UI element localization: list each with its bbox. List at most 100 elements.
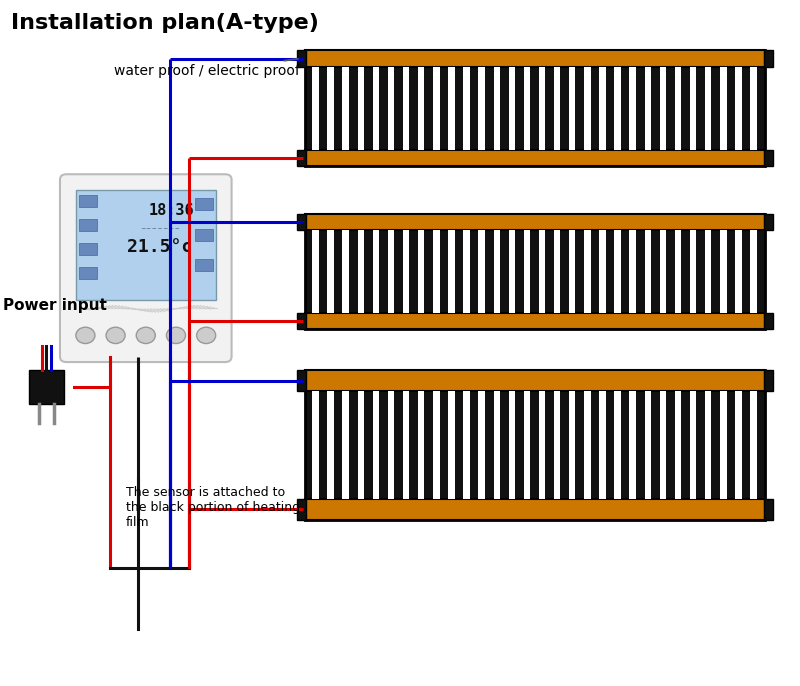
Bar bbox=[750, 67, 757, 150]
Bar bbox=[660, 67, 666, 150]
Bar bbox=[614, 230, 621, 314]
Bar bbox=[750, 230, 757, 314]
Bar bbox=[764, 214, 774, 230]
FancyBboxPatch shape bbox=[60, 174, 231, 362]
Circle shape bbox=[166, 327, 186, 344]
Bar bbox=[569, 391, 575, 499]
Bar bbox=[509, 67, 515, 150]
Bar bbox=[297, 50, 306, 67]
Bar bbox=[79, 195, 97, 206]
Bar bbox=[509, 230, 515, 314]
Bar bbox=[358, 391, 364, 499]
Bar bbox=[539, 67, 546, 150]
Bar bbox=[79, 219, 97, 231]
Bar bbox=[494, 391, 500, 499]
Bar bbox=[463, 230, 470, 314]
Bar bbox=[305, 50, 766, 67]
Bar bbox=[358, 67, 364, 150]
Bar bbox=[764, 370, 774, 391]
Circle shape bbox=[136, 327, 155, 344]
Bar bbox=[342, 391, 349, 499]
Bar bbox=[524, 230, 530, 314]
Bar bbox=[705, 67, 711, 150]
Bar bbox=[509, 391, 515, 499]
Bar bbox=[448, 67, 454, 150]
Bar bbox=[705, 230, 711, 314]
Bar bbox=[645, 230, 651, 314]
Bar bbox=[418, 230, 424, 314]
Bar bbox=[630, 391, 636, 499]
Bar bbox=[554, 230, 560, 314]
Bar bbox=[305, 150, 766, 166]
Bar bbox=[433, 391, 439, 499]
Bar bbox=[463, 67, 470, 150]
Bar bbox=[297, 150, 306, 166]
Bar bbox=[327, 67, 334, 150]
Bar bbox=[750, 391, 757, 499]
Bar bbox=[418, 67, 424, 150]
Bar bbox=[195, 228, 213, 241]
Bar bbox=[764, 314, 774, 329]
Bar bbox=[720, 67, 726, 150]
Circle shape bbox=[106, 327, 125, 344]
Bar bbox=[645, 67, 651, 150]
Bar bbox=[735, 230, 742, 314]
Circle shape bbox=[76, 327, 95, 344]
Bar bbox=[29, 370, 64, 404]
Bar bbox=[674, 391, 682, 499]
Bar bbox=[478, 67, 485, 150]
Bar bbox=[297, 499, 306, 520]
Bar bbox=[195, 259, 213, 272]
Bar bbox=[327, 391, 334, 499]
Bar bbox=[448, 391, 454, 499]
Bar bbox=[305, 499, 766, 520]
Bar bbox=[720, 391, 726, 499]
Bar bbox=[305, 214, 766, 230]
Bar bbox=[403, 67, 410, 150]
Text: Power input: Power input bbox=[2, 298, 106, 313]
Text: water proof / electric proof: water proof / electric proof bbox=[114, 59, 300, 78]
Bar bbox=[584, 67, 590, 150]
Bar bbox=[76, 190, 216, 300]
Bar bbox=[690, 391, 696, 499]
Bar bbox=[342, 230, 349, 314]
Bar bbox=[554, 67, 560, 150]
Bar bbox=[448, 230, 454, 314]
Bar bbox=[584, 230, 590, 314]
Text: _ _ _ _ _ _ _: _ _ _ _ _ _ _ bbox=[141, 222, 178, 228]
Bar bbox=[494, 230, 500, 314]
Bar bbox=[388, 230, 394, 314]
Circle shape bbox=[197, 327, 216, 344]
Bar bbox=[614, 67, 621, 150]
Bar bbox=[764, 150, 774, 166]
Bar bbox=[524, 67, 530, 150]
Bar bbox=[705, 391, 711, 499]
Bar bbox=[297, 214, 306, 230]
Bar bbox=[373, 391, 379, 499]
Bar bbox=[388, 67, 394, 150]
Bar bbox=[674, 67, 682, 150]
Bar bbox=[660, 230, 666, 314]
Bar bbox=[305, 370, 766, 391]
Bar bbox=[305, 50, 766, 166]
Bar bbox=[373, 230, 379, 314]
Bar bbox=[630, 230, 636, 314]
Bar bbox=[494, 67, 500, 150]
Bar bbox=[554, 391, 560, 499]
Bar bbox=[569, 67, 575, 150]
Bar bbox=[403, 391, 410, 499]
Bar bbox=[433, 67, 439, 150]
Bar bbox=[312, 391, 318, 499]
Bar bbox=[388, 391, 394, 499]
Bar bbox=[735, 391, 742, 499]
Bar bbox=[599, 67, 606, 150]
Bar bbox=[599, 391, 606, 499]
Bar bbox=[524, 391, 530, 499]
Text: 21.5°c: 21.5°c bbox=[127, 238, 192, 257]
Bar bbox=[478, 391, 485, 499]
Bar bbox=[674, 230, 682, 314]
Bar bbox=[764, 499, 774, 520]
Bar bbox=[433, 230, 439, 314]
Bar bbox=[305, 370, 766, 520]
Bar bbox=[305, 214, 766, 329]
